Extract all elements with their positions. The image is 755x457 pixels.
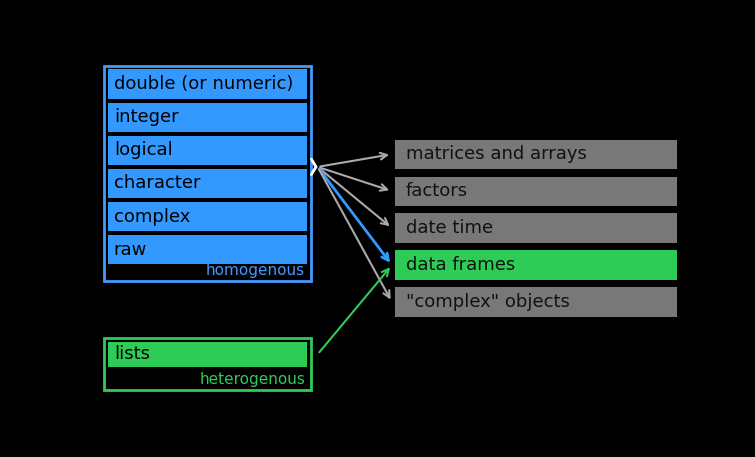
Bar (108, 136, 307, 165)
Bar (395, 250, 677, 280)
Text: logical: logical (114, 141, 172, 159)
Bar (108, 235, 307, 264)
Text: complex: complex (114, 207, 190, 226)
Bar (395, 213, 677, 243)
Text: "complex" objects: "complex" objects (406, 293, 570, 311)
Text: factors: factors (406, 182, 468, 200)
Text: heterogenous: heterogenous (199, 372, 305, 387)
Bar (395, 287, 677, 317)
Text: date time: date time (406, 219, 493, 237)
Text: double (or numeric): double (or numeric) (114, 75, 293, 93)
Bar (108, 342, 307, 367)
Bar (108, 169, 307, 198)
Bar (395, 139, 677, 169)
Bar (108, 202, 307, 231)
Bar (108, 69, 307, 99)
Text: integer: integer (114, 108, 178, 126)
Text: lists: lists (114, 345, 149, 363)
Bar (103, 338, 311, 390)
Bar (395, 176, 677, 206)
Text: matrices and arrays: matrices and arrays (406, 145, 587, 163)
Text: character: character (114, 175, 200, 192)
Bar (108, 102, 307, 132)
Bar (103, 66, 311, 281)
Text: homogenous: homogenous (206, 263, 305, 278)
Text: raw: raw (114, 241, 147, 259)
Text: data frames: data frames (406, 256, 515, 274)
